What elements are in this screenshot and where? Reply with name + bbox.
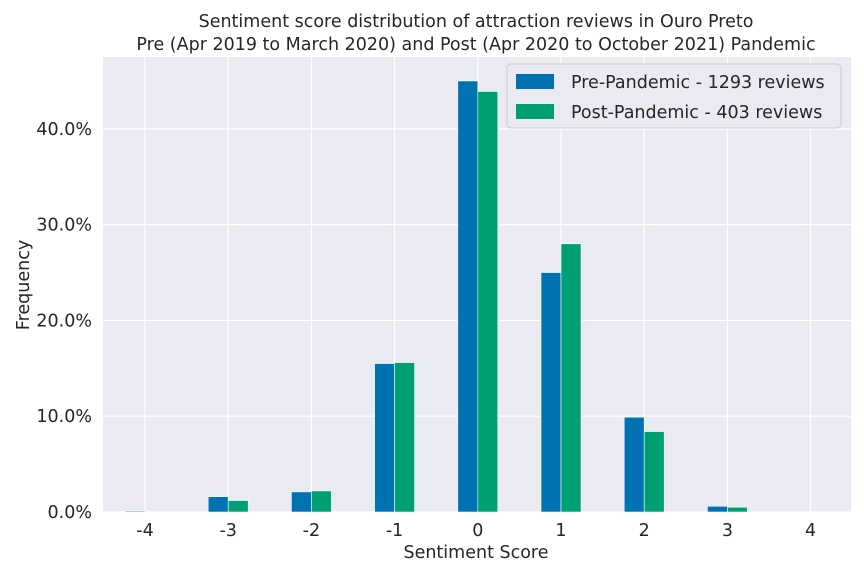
legend-label-post: Post-Pandemic - 403 reviews: [571, 103, 822, 123]
x-tick-label: -1: [386, 521, 403, 541]
x-tick-label: 1: [555, 521, 566, 541]
bar-post-pandemic: [394, 362, 415, 513]
chart-title: Sentiment score distribution of attracti…: [199, 12, 754, 32]
bar-post-pandemic: [227, 500, 249, 513]
y-tick-label: 40.0%: [36, 120, 92, 140]
legend-swatch-pre: [516, 74, 554, 89]
bars: [124, 80, 748, 513]
x-tick-label: 0: [472, 521, 483, 541]
legend-box: [506, 63, 842, 129]
bar-pre-pandemic: [540, 272, 562, 513]
bar-pre-pandemic: [207, 496, 229, 513]
x-tick-label: -4: [136, 521, 153, 541]
bar-post-pandemic: [477, 91, 499, 513]
x-tick-labels: -4 -3 -2 -1 0 1 2 3 4: [136, 521, 816, 541]
x-tick-label: 3: [722, 521, 733, 541]
x-tick-label: 4: [805, 521, 816, 541]
bar-pre-pandemic: [623, 416, 645, 513]
legend-label-pre: Pre-Pandemic - 1293 reviews: [571, 73, 825, 93]
y-tick-label: 0.0%: [48, 503, 92, 523]
y-axis-label: Frequency: [14, 240, 34, 330]
bar-pre-pandemic: [457, 80, 479, 513]
bar-post-pandemic: [643, 431, 665, 513]
x-tick-label: -3: [219, 521, 236, 541]
bar-pre-pandemic: [374, 363, 395, 513]
y-tick-label: 20.0%: [36, 311, 92, 331]
x-tick-label: -2: [303, 521, 320, 541]
chart-subtitle: Pre (Apr 2019 to March 2020) and Post (A…: [136, 35, 815, 55]
x-axis-label: Sentiment Score: [403, 543, 548, 563]
bar-pre-pandemic: [291, 491, 312, 513]
y-tick-label: 30.0%: [36, 216, 92, 236]
y-tick-labels: 0.0% 10.0% 20.0% 30.0% 40.0%: [36, 120, 92, 523]
bar-post-pandemic: [560, 243, 582, 513]
legend: Pre-Pandemic - 1293 reviews Post-Pandemi…: [506, 63, 842, 129]
bar-post-pandemic: [727, 506, 748, 513]
legend-swatch-post: [516, 104, 554, 119]
bar-pre-pandemic: [124, 510, 146, 513]
x-tick-label: 2: [639, 521, 650, 541]
bar-post-pandemic: [311, 490, 332, 513]
y-tick-label: 10.0%: [36, 407, 92, 427]
bar-pre-pandemic: [707, 505, 728, 513]
